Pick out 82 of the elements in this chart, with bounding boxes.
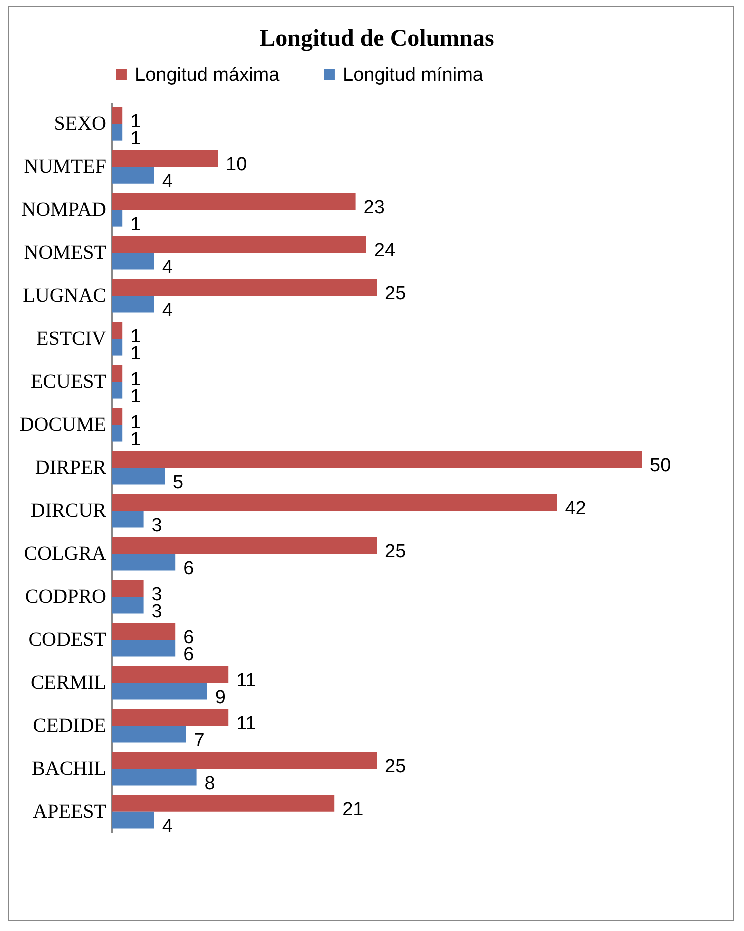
bar bbox=[112, 236, 366, 254]
bar bbox=[112, 537, 377, 554]
bar bbox=[112, 150, 218, 168]
bar bbox=[112, 596, 144, 614]
data-label: 25 bbox=[385, 542, 406, 563]
data-label: 1 bbox=[130, 214, 142, 236]
bar bbox=[112, 296, 154, 313]
data-label: 25 bbox=[385, 756, 406, 778]
data-label: 25 bbox=[385, 284, 406, 305]
bar bbox=[112, 752, 377, 769]
bar bbox=[112, 124, 123, 141]
bar bbox=[112, 709, 229, 726]
bar bbox=[112, 682, 208, 700]
bar bbox=[112, 322, 123, 340]
data-label: 8 bbox=[204, 773, 216, 794]
data-label: 50 bbox=[650, 456, 672, 477]
y-tick-label: CERMIL bbox=[30, 672, 106, 694]
bar bbox=[112, 623, 176, 640]
data-label: 4 bbox=[162, 300, 174, 322]
data-label: 4 bbox=[162, 816, 174, 838]
data-label: 24 bbox=[374, 240, 396, 262]
y-tick-label: CEDIDE bbox=[33, 714, 106, 737]
bar bbox=[112, 812, 154, 829]
bar bbox=[112, 167, 154, 184]
data-label: 23 bbox=[364, 198, 385, 219]
bar bbox=[112, 365, 123, 382]
bar bbox=[112, 726, 186, 743]
data-label: 11 bbox=[236, 670, 256, 692]
bar bbox=[112, 107, 123, 124]
bar bbox=[112, 468, 165, 485]
bar bbox=[112, 253, 154, 270]
y-tick-label: DIRCUR bbox=[30, 500, 108, 522]
data-label: 1 bbox=[130, 343, 142, 364]
y-tick-label: NOMPAD bbox=[22, 199, 106, 222]
y-tick-label: CODEST bbox=[28, 628, 106, 651]
data-label: 1 bbox=[130, 429, 142, 450]
y-tick-label: ECUEST bbox=[30, 371, 106, 394]
bar bbox=[112, 640, 176, 657]
data-label: 42 bbox=[565, 498, 586, 520]
bar bbox=[112, 666, 229, 683]
y-tick-label: DOCUME bbox=[20, 414, 106, 436]
legend-label: Longitud mínima bbox=[343, 64, 484, 86]
y-tick-label: NUMTEF bbox=[24, 156, 106, 178]
data-label: 10 bbox=[226, 154, 248, 176]
bar bbox=[112, 451, 642, 468]
data-label: 9 bbox=[215, 687, 226, 708]
y-tick-label: NOMEST bbox=[24, 242, 106, 264]
bar bbox=[112, 339, 123, 356]
y-tick-label: CODPRO bbox=[25, 586, 106, 608]
data-label: 5 bbox=[173, 472, 184, 494]
y-tick-label: BACHIL bbox=[32, 758, 106, 780]
data-label: 4 bbox=[162, 171, 174, 192]
data-label: 3 bbox=[152, 601, 162, 622]
data-label: 6 bbox=[184, 644, 194, 666]
data-label: 3 bbox=[152, 515, 162, 536]
bar bbox=[112, 554, 176, 571]
bar bbox=[112, 580, 144, 597]
y-tick-label: LUGNAC bbox=[23, 285, 106, 308]
data-label: 21 bbox=[342, 800, 364, 821]
data-label: 4 bbox=[162, 257, 174, 278]
bar bbox=[112, 279, 377, 296]
bar bbox=[112, 494, 558, 511]
bar bbox=[112, 768, 197, 786]
bar bbox=[112, 408, 123, 426]
data-label: 7 bbox=[194, 730, 205, 752]
data-label: 1 bbox=[130, 386, 142, 408]
data-label: 1 bbox=[130, 128, 142, 150]
chart-title: Longitud de Columnas bbox=[260, 26, 494, 52]
bar bbox=[112, 193, 356, 210]
y-tick-label: SEXO bbox=[54, 113, 106, 136]
legend-label: Longitud máxima bbox=[135, 64, 280, 86]
data-label: 6 bbox=[184, 558, 194, 580]
bar bbox=[112, 210, 123, 227]
data-label: 11 bbox=[236, 714, 256, 735]
bar bbox=[112, 425, 123, 442]
bar bbox=[112, 382, 123, 399]
y-tick-label: DIRPER bbox=[35, 457, 108, 479]
bar bbox=[112, 510, 144, 528]
y-tick-label: APEEST bbox=[33, 800, 106, 823]
y-tick-label: ESTCIV bbox=[36, 328, 108, 350]
bar bbox=[112, 795, 335, 812]
y-tick-label: COLGRA bbox=[24, 542, 108, 565]
